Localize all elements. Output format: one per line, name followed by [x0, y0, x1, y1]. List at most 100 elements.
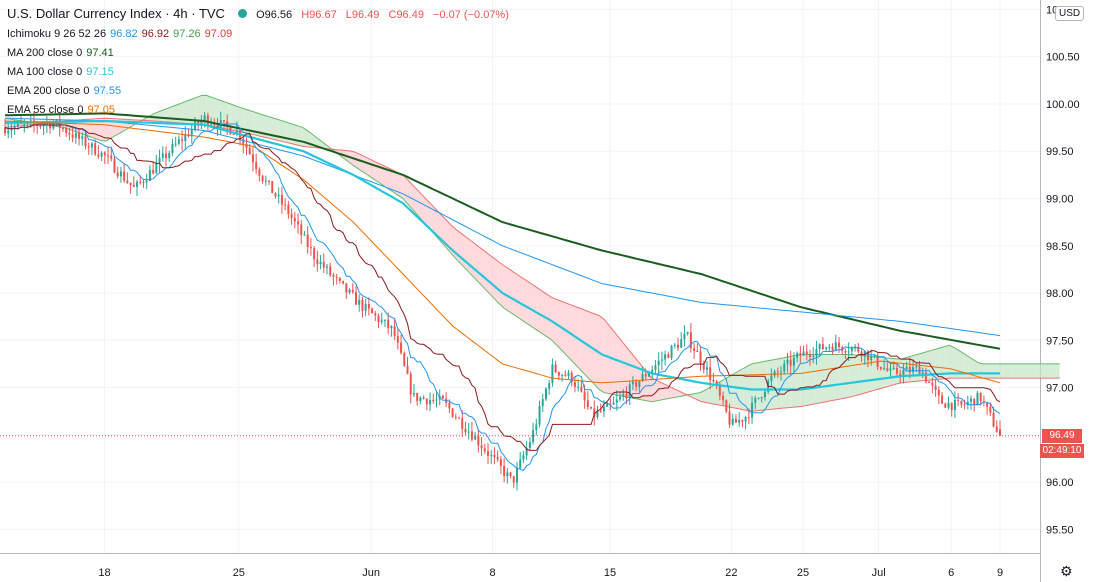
- candle-body: [136, 181, 139, 187]
- market-status-icon: [238, 9, 248, 18]
- ichimoku-cloud-segment: [757, 361, 763, 411]
- ichimoku-cloud-segment: [67, 120, 73, 131]
- ohlc-low: L96.49: [345, 9, 380, 21]
- candle-body: [71, 134, 74, 138]
- candle-body: [477, 436, 480, 446]
- candle-body: [844, 350, 847, 353]
- x-tick-label: 22: [725, 567, 737, 579]
- candle-body: [728, 411, 731, 425]
- ohlc-close: C96.49: [388, 9, 424, 21]
- indicator-row[interactable]: EMA 55 close 0 97.05: [7, 101, 509, 120]
- candle-body: [119, 171, 122, 177]
- candle-body: [570, 372, 573, 383]
- candle-body: [866, 351, 869, 361]
- ichimoku-cloud-segment: [532, 284, 538, 331]
- ichimoku-cloud-segment: [867, 356, 873, 393]
- candle-body: [78, 132, 81, 139]
- y-tick-label: 99.00: [1046, 194, 1074, 206]
- candle-body: [738, 419, 741, 423]
- gear-icon[interactable]: ⚙: [1060, 563, 1073, 579]
- candle-body: [23, 123, 26, 125]
- ichimoku-cloud-segment: [422, 194, 427, 226]
- candle-body: [599, 410, 602, 412]
- ichimoku-cloud-segment: [489, 254, 494, 299]
- candle-body: [193, 121, 196, 130]
- ichimoku-cloud-segment: [762, 360, 768, 411]
- candle-body: [931, 382, 934, 386]
- candle-body: [490, 454, 493, 456]
- ichimoku-cloud-segment: [613, 331, 619, 396]
- indicator-list: Ichimoku 9 26 52 26 96.82 96.92 97.26 97.09 M…: [7, 25, 509, 120]
- indicator-row[interactable]: EMA 200 close 0 97.55: [7, 82, 509, 101]
- candle-body: [622, 394, 625, 397]
- ichimoku-cloud-segment: [700, 390, 705, 403]
- indicator-row[interactable]: Ichimoku 9 26 52 26 96.82 96.92 97.26 97.09: [7, 25, 509, 44]
- candle-body: [834, 342, 837, 351]
- candle-body: [216, 125, 219, 129]
- ichimoku-cloud-segment: [776, 358, 782, 409]
- candle-body: [638, 381, 641, 387]
- candle-body: [886, 368, 889, 371]
- candle-body: [631, 381, 634, 385]
- candle-body: [300, 224, 303, 236]
- candle-body: [525, 447, 528, 456]
- candle-body: [116, 172, 119, 177]
- candle-body: [789, 359, 792, 366]
- ichimoku-cloud-segment: [652, 378, 657, 402]
- ichimoku-cloud-segment: [191, 97, 197, 125]
- candle-body: [229, 126, 232, 135]
- candle-body: [596, 410, 599, 418]
- candle-body: [780, 371, 783, 373]
- ichimoku-cloud-segment: [254, 112, 260, 136]
- candle-body: [689, 332, 692, 349]
- candle-body: [860, 351, 863, 357]
- ichimoku-cloud-segment: [283, 121, 288, 143]
- candle-body: [371, 308, 374, 314]
- symbol-title[interactable]: U.S. Dollar Currency Index · 4h · TVC: [7, 6, 225, 21]
- candle-body: [435, 399, 438, 401]
- candle-body: [734, 418, 737, 423]
- candle-body: [464, 428, 467, 433]
- candle-body: [94, 143, 97, 155]
- candle-body: [184, 134, 187, 142]
- candle-body: [815, 349, 818, 357]
- ichimoku-cloud-segment: [398, 172, 403, 199]
- ichimoku-cloud-segment: [259, 113, 264, 138]
- candle-body: [751, 402, 754, 418]
- candle-body: [145, 180, 148, 183]
- candle-body: [377, 315, 380, 323]
- y-tick-label: 100.50: [1046, 52, 1080, 64]
- candle-body: [554, 364, 557, 373]
- candle-body: [583, 391, 586, 401]
- candle-body: [10, 128, 13, 131]
- candle-body: [287, 204, 290, 215]
- indicator-line: [4, 119, 1000, 391]
- candle-body: [712, 379, 715, 382]
- candle-body: [786, 359, 789, 364]
- candle-body: [406, 365, 409, 374]
- candle-body: [422, 397, 425, 399]
- ichimoku-cloud-segment: [527, 281, 533, 328]
- legend-title-row: U.S. Dollar Currency Index · 4h · TVC O9…: [7, 4, 509, 25]
- ichimoku-cloud-segment: [383, 165, 389, 189]
- candle-body: [251, 154, 254, 163]
- candle-body: [544, 388, 547, 400]
- candle-body: [718, 386, 721, 396]
- currency-button[interactable]: USD: [1055, 6, 1085, 21]
- candle-body: [274, 193, 277, 197]
- candle-body: [573, 382, 576, 387]
- indicator-row[interactable]: MA 100 close 0 97.15: [7, 63, 509, 82]
- candle-body: [821, 343, 824, 350]
- candle-body: [342, 280, 345, 284]
- candle-body: [61, 127, 64, 129]
- indicator-row[interactable]: MA 200 close 0 97.41: [7, 44, 509, 63]
- candle-body: [912, 367, 915, 373]
- indicator-label: MA 200 close 0: [7, 47, 83, 59]
- candle-body: [97, 154, 100, 157]
- indicator-value: 97.55: [93, 85, 122, 97]
- indicator-value: 97.15: [86, 66, 114, 78]
- candle-body: [509, 472, 512, 477]
- ichimoku-cloud-segment: [935, 347, 940, 380]
- ohlc-change: −0.07 (−0.07%): [433, 9, 509, 21]
